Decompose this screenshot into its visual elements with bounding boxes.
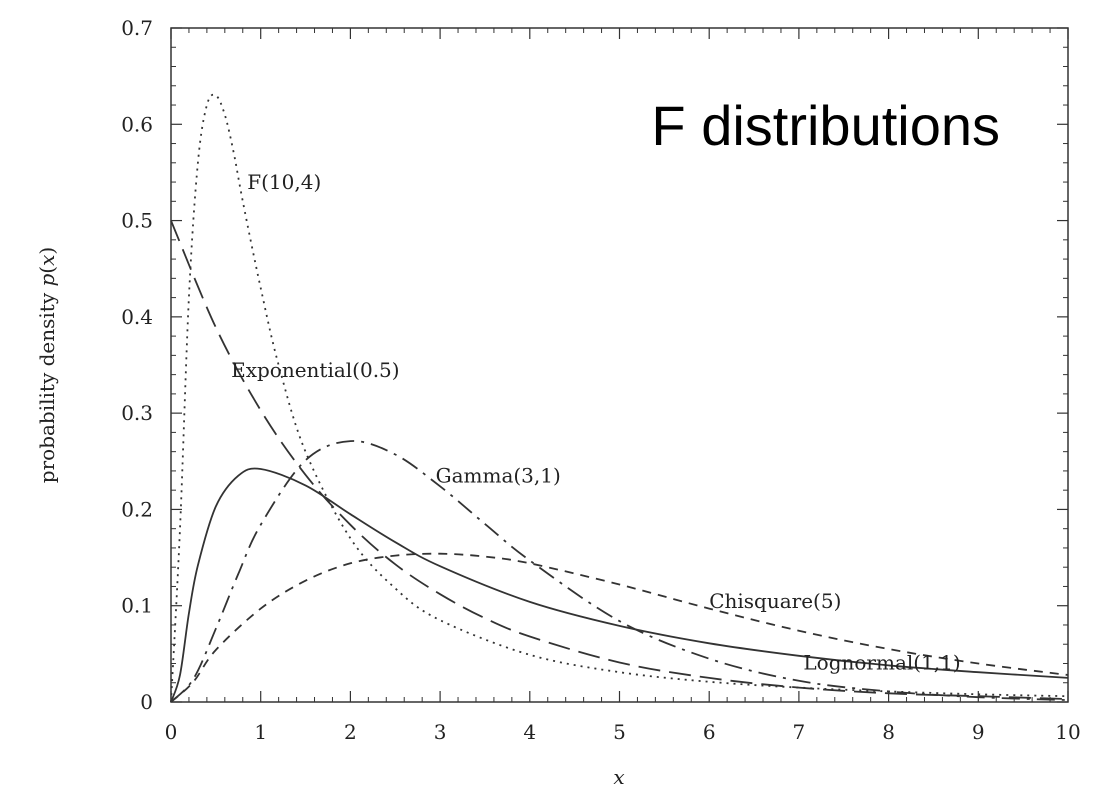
series-label-2: Gamma(3,1) xyxy=(436,464,561,488)
x-tick-label-1: 1 xyxy=(254,720,267,744)
series-lines xyxy=(170,93,1069,703)
y-tick-label-6: 0.6 xyxy=(121,112,153,136)
series-label-0: F(10,4) xyxy=(247,170,321,194)
x-tick-label-0: 0 xyxy=(165,720,178,744)
y-tick-label-2: 0.2 xyxy=(121,497,153,521)
y-tick-label-1: 0.1 xyxy=(121,594,153,618)
x-tick-label-4: 4 xyxy=(523,720,536,744)
y-tick-label-7: 0.7 xyxy=(121,16,153,40)
series-line-1 xyxy=(170,220,1069,700)
series-line-4 xyxy=(170,467,1069,703)
series-line-0 xyxy=(170,93,1069,703)
series-label-3: Chisquare(5) xyxy=(709,589,841,613)
axis-ticks xyxy=(170,27,1069,703)
y-tick-label-3: 0.3 xyxy=(121,401,153,425)
chart-title: F distributions xyxy=(651,94,1000,157)
x-tick-label-3: 3 xyxy=(434,720,447,744)
x-tick-label-2: 2 xyxy=(344,720,357,744)
y-tick-labels: 0 0.1 0.2 0.3 0.4 0.5 0.6 0.7 xyxy=(121,16,153,714)
series-label-1: Exponential(0.5) xyxy=(231,358,400,382)
series-labels: F(10,4) Exponential(0.5) Gamma(3,1) Chisqua… xyxy=(231,170,961,674)
series-line-2 xyxy=(170,440,1069,703)
x-tick-labels: 0 1 2 3 4 5 6 7 8 9 10 xyxy=(165,720,1081,744)
y-tick-label-0: 0 xyxy=(140,690,153,714)
x-tick-label-9: 9 xyxy=(972,720,985,744)
x-tick-label-8: 8 xyxy=(882,720,895,744)
x-tick-label-6: 6 xyxy=(703,720,716,744)
series-label-4: Lognormal(1,1) xyxy=(803,651,960,675)
x-tick-label-7: 7 xyxy=(793,720,806,744)
x-tick-label-10: 10 xyxy=(1055,720,1080,744)
series-line-3 xyxy=(170,552,1069,703)
y-tick-label-5: 0.5 xyxy=(121,209,153,233)
x-axis-title: x xyxy=(613,765,624,789)
x-tick-label-5: 5 xyxy=(613,720,626,744)
y-tick-label-4: 0.4 xyxy=(121,305,153,329)
y-axis-title: probability density p(x) xyxy=(35,247,59,483)
